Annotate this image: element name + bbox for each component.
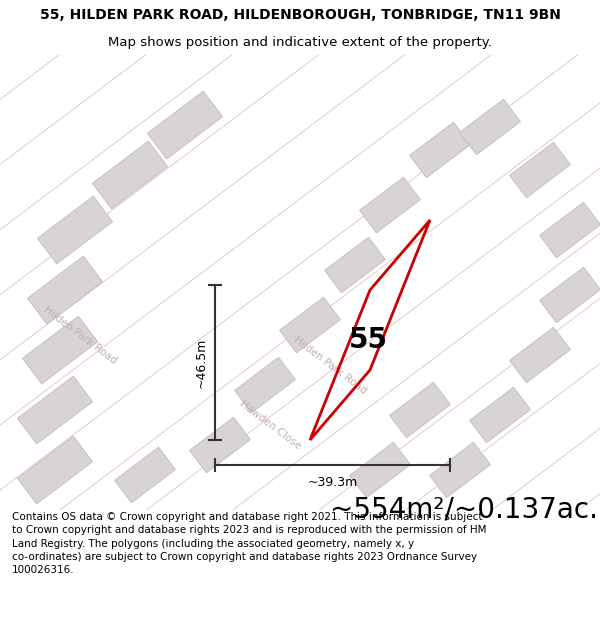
Polygon shape [470, 388, 530, 442]
Polygon shape [509, 328, 571, 382]
Polygon shape [190, 418, 250, 472]
Text: ~554m²/~0.137ac.: ~554m²/~0.137ac. [330, 495, 598, 523]
Polygon shape [539, 202, 600, 258]
Polygon shape [28, 256, 103, 324]
Polygon shape [359, 177, 421, 232]
Text: Hilden Park Road: Hilden Park Road [41, 304, 118, 366]
Polygon shape [148, 91, 223, 159]
Polygon shape [280, 298, 340, 352]
Text: Contains OS data © Crown copyright and database right 2021. This information is : Contains OS data © Crown copyright and d… [12, 512, 487, 575]
Polygon shape [509, 142, 571, 198]
Polygon shape [17, 376, 92, 444]
Polygon shape [22, 316, 98, 384]
Polygon shape [235, 357, 295, 412]
Polygon shape [539, 268, 600, 322]
Polygon shape [92, 141, 167, 209]
Polygon shape [17, 436, 92, 504]
Polygon shape [389, 382, 451, 438]
Polygon shape [410, 122, 470, 177]
Text: Hawden Close: Hawden Close [238, 399, 302, 451]
Polygon shape [430, 442, 490, 498]
Polygon shape [350, 442, 410, 498]
Polygon shape [460, 99, 520, 155]
Polygon shape [37, 196, 113, 264]
Polygon shape [115, 448, 175, 503]
Text: 55, HILDEN PARK ROAD, HILDENBOROUGH, TONBRIDGE, TN11 9BN: 55, HILDEN PARK ROAD, HILDENBOROUGH, TON… [40, 8, 560, 22]
Text: 55: 55 [349, 326, 388, 354]
Polygon shape [325, 238, 385, 292]
Text: Hilden Park Road: Hilden Park Road [292, 334, 368, 396]
Text: Map shows position and indicative extent of the property.: Map shows position and indicative extent… [108, 36, 492, 49]
Text: ~39.3m: ~39.3m [307, 476, 358, 489]
Text: ~46.5m: ~46.5m [194, 338, 208, 388]
